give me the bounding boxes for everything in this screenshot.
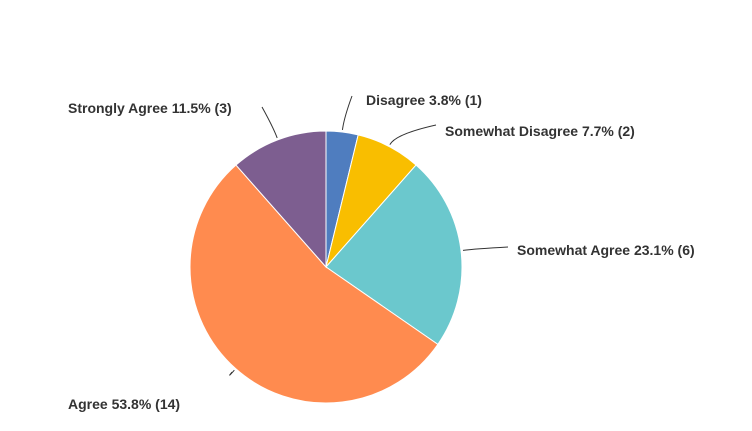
data-label: Somewhat Agree 23.1% (6) [517,242,695,258]
pie-slice-agree [189,164,439,404]
data-label: Strongly Agree 11.5% (3) [68,100,232,116]
pie-slice-strongly-agree [235,130,327,269]
leader-line [229,369,235,376]
leader-line [261,106,278,139]
data-label: Somewhat Disagree 7.7% (2) [445,123,635,139]
leader-line [389,124,437,145]
leader-line [462,246,509,251]
data-label: Agree 53.8% (14) [68,396,180,412]
pie-slice-somewhat-agree [325,164,463,346]
data-label: Disagree 3.8% (1) [366,92,482,108]
leader-line [341,95,353,131]
